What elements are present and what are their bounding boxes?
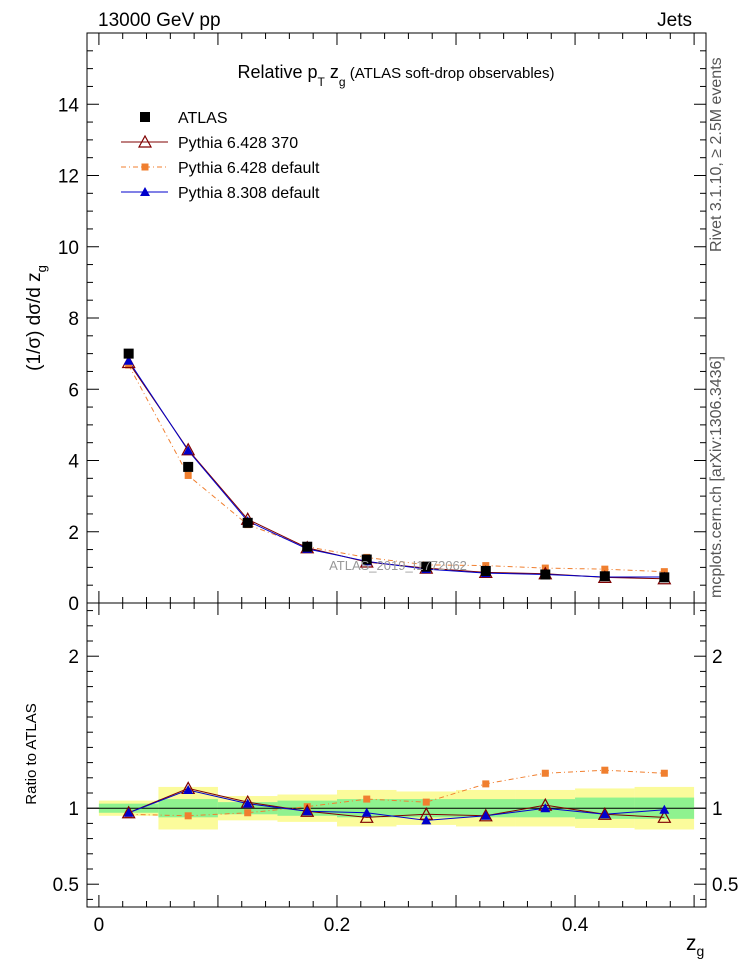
- point-ratio-py6_default-6: [482, 780, 490, 788]
- chart-title: Relative pT zg (ATLAS soft-drop observab…: [237, 62, 554, 89]
- point-ratio-py6_default-1: [184, 812, 192, 820]
- ratio-tick-label-left-2: 2: [68, 647, 79, 668]
- y-tick-label-4: 8: [68, 309, 79, 330]
- point-ratio-py6_370-0: [121, 805, 136, 819]
- point-ratio-py6_370-6: [478, 808, 493, 822]
- mcplots-label: mcplots.cern.ch [arXiv:1306.3436]: [708, 356, 725, 598]
- x-axis-label: zg: [686, 932, 704, 959]
- x-tick-label-2: 0.4: [562, 915, 589, 936]
- y-axis-label-sub: g: [34, 265, 49, 272]
- point-ratio-py6_default-9: [660, 769, 668, 777]
- legend-label-py6_default: Pythia 6.428 default: [178, 160, 320, 177]
- line-ratio-py8_default: [128, 789, 665, 821]
- point-ratio-py8_default-3: [302, 806, 313, 816]
- point-main-atlas-0: [123, 348, 134, 359]
- point-ratio-py8_default-8: [599, 809, 610, 819]
- series-markers: [121, 348, 672, 825]
- legend-marker-py8_default: [140, 187, 150, 196]
- point-main-py6_default-0: [125, 361, 133, 369]
- title-mid: z: [325, 62, 339, 82]
- point-ratio-py8_default-5: [421, 815, 432, 825]
- point-ratio-py6_370-4: [359, 810, 374, 823]
- point-ratio-py8_default-2: [242, 798, 253, 808]
- point-ratio-py6_default-8: [601, 766, 609, 774]
- x-tick-label-1: 0.2: [324, 915, 350, 936]
- x-axis-label-sub: g: [697, 943, 705, 959]
- title-sub-t: T: [318, 75, 326, 89]
- point-main-py6_370-1: [181, 442, 196, 456]
- line-ratio-py6_default: [128, 769, 665, 817]
- ratio-tick-label-left-0: 0.5: [53, 875, 79, 896]
- y-tick-label-7: 14: [58, 95, 80, 116]
- point-main-atlas-3: [302, 541, 313, 552]
- point-ratio-py6_default-4: [363, 795, 371, 803]
- watermark: ATLAS_2019_I1772062: [329, 558, 467, 573]
- y-tick-label-1: 2: [68, 523, 79, 544]
- point-main-py8_default-1: [183, 445, 194, 455]
- line-ratio-py6_370: [128, 787, 665, 818]
- line-main-py6_default: [128, 364, 665, 573]
- point-main-atlas-8: [599, 571, 610, 582]
- y-tick-label-0: 0: [68, 594, 79, 615]
- point-ratio-py8_default-4: [361, 807, 372, 817]
- rivet-label: Rivet 3.1.10, ≥ 2.5M events: [708, 57, 725, 252]
- ticks-group: [87, 32, 706, 907]
- y-axis-label: (1/σ) dσ/d zg: [24, 265, 49, 371]
- point-main-py6_default-8: [601, 565, 609, 573]
- header-left: 13000 GeV pp: [98, 10, 221, 31]
- legend-label-py6_370: Pythia 6.428 370: [178, 135, 298, 152]
- point-main-atlas-6: [480, 565, 491, 576]
- point-ratio-py6_370-8: [597, 807, 612, 820]
- legend-label-py8_default: Pythia 8.308 default: [178, 185, 320, 202]
- point-ratio-py6_370-9: [657, 810, 672, 823]
- ratio-plot-frame: [86, 602, 707, 908]
- point-ratio-py8_default-9: [659, 804, 670, 814]
- point-ratio-py8_default-7: [540, 803, 551, 813]
- point-main-py6_default-1: [184, 471, 192, 479]
- title-main: Relative p: [237, 62, 317, 82]
- series-lines: [128, 360, 665, 821]
- point-ratio-py8_default-0: [123, 807, 134, 817]
- point-ratio-py8_default-1: [183, 784, 194, 794]
- point-main-atlas-4: [361, 554, 372, 565]
- x-tick-label-0: 0: [94, 915, 105, 936]
- point-main-py8_default-0: [123, 355, 134, 365]
- ratio-axis-label: Ratio to ATLAS: [23, 703, 40, 804]
- ratio-tick-label-right-1: 1: [712, 799, 723, 820]
- ratio-tick-label-right-0: 0.5: [712, 875, 738, 896]
- legend-marker-atlas: [140, 112, 150, 122]
- point-main-atlas-7: [540, 569, 551, 580]
- line-main-py8_default: [128, 360, 665, 578]
- title-sub-g: g: [339, 75, 346, 89]
- legend-marker-py6_370: [137, 134, 153, 148]
- y-tick-label-2: 4: [68, 452, 79, 473]
- y-axis-label-main: (1/σ) dσ/d z: [24, 272, 45, 370]
- point-main-atlas-9: [659, 572, 670, 583]
- point-main-atlas-2: [242, 517, 253, 528]
- point-ratio-py6_default-2: [244, 809, 252, 817]
- y-tick-label-3: 6: [68, 380, 79, 401]
- legend-label-atlas: ATLAS: [178, 110, 228, 127]
- legend-marker-py6_default: [141, 163, 149, 171]
- point-main-atlas-5: [421, 561, 432, 572]
- point-ratio-py6_370-3: [300, 803, 315, 817]
- line-main-py6_370: [128, 362, 665, 580]
- x-axis-label-main: z: [686, 932, 697, 955]
- point-ratio-py6_default-7: [541, 769, 549, 777]
- title-tail: (ATLAS soft-drop observables): [346, 65, 555, 82]
- point-ratio-py6_default-5: [422, 798, 430, 806]
- y-tick-label-6: 12: [58, 167, 79, 188]
- legend: ATLAS Pythia 6.428 370 Pythia 6.428 defaul…: [121, 110, 320, 202]
- y-tick-label-5: 10: [58, 238, 79, 259]
- ratio-tick-label-left-1: 1: [68, 799, 79, 820]
- point-ratio-py8_default-6: [480, 810, 491, 820]
- ratio-tick-label-right-2: 2: [712, 647, 723, 668]
- header-right: Jets: [657, 10, 692, 31]
- point-main-atlas-1: [183, 461, 194, 472]
